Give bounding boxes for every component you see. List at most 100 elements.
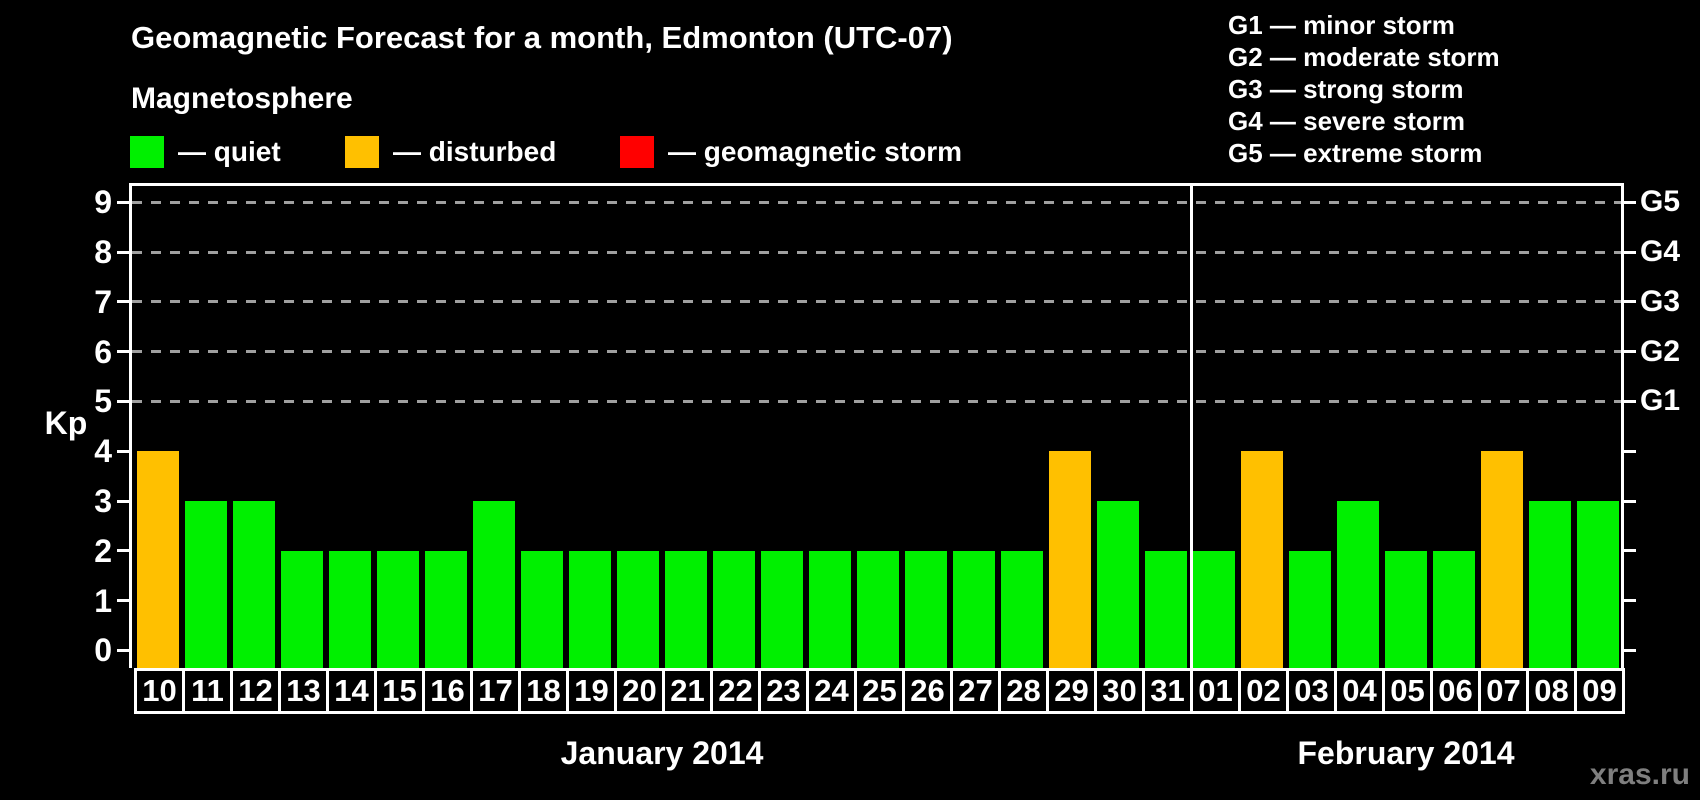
day-label-30: 30 xyxy=(1094,668,1142,714)
day-label-05: 05 xyxy=(1382,668,1430,714)
bar-day-11 xyxy=(185,501,227,668)
bar-day-29 xyxy=(1049,451,1091,668)
y-tick-label: 2 xyxy=(94,532,112,569)
y-tick-right xyxy=(1624,399,1636,403)
day-label-22: 22 xyxy=(710,668,758,714)
g-axis-label-g1: G1 xyxy=(1640,384,1681,418)
bar-day-17 xyxy=(473,501,515,668)
day-label-18: 18 xyxy=(518,668,566,714)
y-tick-left xyxy=(117,200,129,204)
day-label-21: 21 xyxy=(662,668,710,714)
day-label-02: 02 xyxy=(1238,668,1286,714)
y-tick-right xyxy=(1624,300,1636,304)
day-label-20: 20 xyxy=(614,668,662,714)
day-label-24: 24 xyxy=(806,668,854,714)
g-axis-label-g5: G5 xyxy=(1640,185,1681,219)
y-tick-label: 4 xyxy=(94,433,112,470)
day-label-14: 14 xyxy=(326,668,374,714)
bar-day-25 xyxy=(857,550,899,668)
bar-day-16 xyxy=(425,550,467,668)
month-label-february: February 2014 xyxy=(1297,735,1515,771)
y-tick-label: 6 xyxy=(94,333,112,370)
y-tick-right xyxy=(1624,350,1636,354)
g-axis-label-g2: G2 xyxy=(1640,334,1681,368)
y-tick-right xyxy=(1624,250,1636,254)
y-tick-right xyxy=(1624,449,1636,453)
g-axis-label-g4: G4 xyxy=(1640,235,1681,268)
day-label-04: 04 xyxy=(1334,668,1382,714)
y-tick-right xyxy=(1624,499,1636,503)
y-tick-left xyxy=(117,499,129,503)
grid-line-kp7 xyxy=(132,300,1621,304)
day-label-06: 06 xyxy=(1430,668,1478,714)
bar-day-08 xyxy=(1529,501,1571,668)
y-tick-label: 0 xyxy=(94,632,112,669)
bar-day-31 xyxy=(1145,550,1187,668)
storm-scale-g1: G1 — minor storm xyxy=(1228,10,1455,40)
bar-day-03 xyxy=(1289,550,1331,668)
y-tick-label: 7 xyxy=(94,283,112,320)
day-label-31: 31 xyxy=(1142,668,1190,714)
y-tick-label: 9 xyxy=(94,184,112,221)
storm-scale-legend: G1 — minor storm G2 — moderate storm G3 … xyxy=(1228,9,1500,169)
y-tick-left xyxy=(117,599,129,603)
y-tick-label: 3 xyxy=(94,483,112,519)
month-separator xyxy=(1190,186,1193,668)
y-tick-label: 8 xyxy=(94,234,112,270)
day-label-29: 29 xyxy=(1046,668,1094,714)
grid-line-kp9 xyxy=(132,200,1621,204)
day-label-12: 12 xyxy=(230,668,278,714)
bar-day-14 xyxy=(329,550,371,668)
legend-item-storm: — geomagnetic storm xyxy=(620,133,962,171)
y-axis-label: Kp xyxy=(44,405,88,441)
storm-scale-g3: G3 — strong storm xyxy=(1228,74,1464,104)
y-tick-right xyxy=(1624,599,1636,603)
chart-subtitle: Magnetosphere xyxy=(131,82,353,115)
storm-scale-g4: G4 — severe storm xyxy=(1228,106,1466,136)
legend-label-quiet: — quiet xyxy=(178,136,281,167)
bar-day-07 xyxy=(1481,451,1523,668)
y-tick-left xyxy=(117,648,129,652)
y-tick-right xyxy=(1624,648,1636,652)
bar-day-23 xyxy=(761,550,803,668)
storm-swatch-icon xyxy=(620,136,654,168)
bar-day-05 xyxy=(1385,550,1427,668)
day-label-19: 19 xyxy=(566,668,614,714)
y-tick-left xyxy=(117,399,129,403)
bar-day-21 xyxy=(665,550,707,668)
bar-day-06 xyxy=(1433,550,1475,668)
y-tick-left xyxy=(117,350,129,354)
g-axis-label-g3: G3 xyxy=(1640,284,1681,318)
storm-scale-g5: G5 — extreme storm xyxy=(1228,138,1483,168)
day-label-01: 01 xyxy=(1190,668,1238,714)
plot-frame xyxy=(129,183,1624,668)
y-tick-left xyxy=(117,300,129,304)
day-label-09: 09 xyxy=(1574,668,1625,714)
bar-day-20 xyxy=(617,550,659,668)
day-label-17: 17 xyxy=(470,668,518,714)
bar-day-10 xyxy=(137,451,179,668)
bar-day-15 xyxy=(377,550,419,668)
day-label-26: 26 xyxy=(902,668,950,714)
day-label-25: 25 xyxy=(854,668,902,714)
y-tick-left xyxy=(117,549,129,553)
legend-item-disturbed: — disturbed xyxy=(345,133,556,171)
bar-day-18 xyxy=(521,550,563,668)
day-label-15: 15 xyxy=(374,668,422,714)
disturbed-swatch-icon xyxy=(345,136,379,168)
bar-day-13 xyxy=(281,550,323,668)
legend-label-disturbed: — disturbed xyxy=(393,136,557,167)
day-label-27: 27 xyxy=(950,668,998,714)
bar-day-12 xyxy=(233,501,275,668)
grid-line-kp8 xyxy=(132,250,1621,254)
legend-item-quiet: — quiet xyxy=(130,133,281,171)
day-label-03: 03 xyxy=(1286,668,1334,714)
y-tick-left xyxy=(117,449,129,453)
day-label-07: 07 xyxy=(1478,668,1526,714)
bar-day-27 xyxy=(953,550,995,668)
grid-line-kp5 xyxy=(132,399,1621,403)
watermark: xras.ru xyxy=(1589,758,1690,791)
y-tick-left xyxy=(117,250,129,254)
day-label-28: 28 xyxy=(998,668,1046,714)
bar-day-28 xyxy=(1001,550,1043,668)
